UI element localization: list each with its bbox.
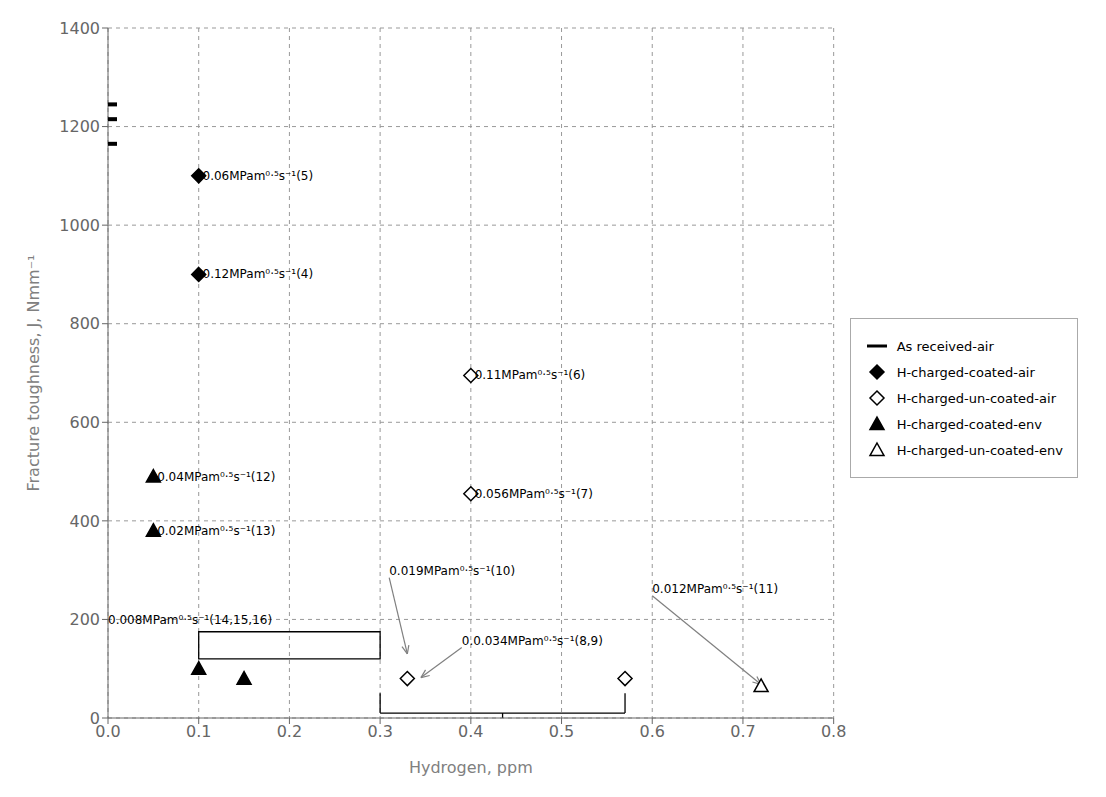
svg-text:0.12MPam⁰·⁵s⁻¹(4): 0.12MPam⁰·⁵s⁻¹(4) (199, 267, 313, 281)
html-text:H-charged-un-coated-env: H-charged-un-coated-env (896, 442, 1063, 458)
svg-text:0: 0 (90, 709, 100, 728)
svg-text:0.4: 0.4 (458, 722, 483, 741)
html-text:H-charged-un-coated-air: H-charged-un-coated-air (896, 390, 1056, 406)
svg-text:0.11MPam⁰·⁵s⁻¹(6): 0.11MPam⁰·⁵s⁻¹(6) (471, 368, 585, 382)
svg-text:0.06MPam⁰·⁵s⁻¹(5): 0.06MPam⁰·⁵s⁻¹(5) (199, 169, 313, 183)
html-text:H-charged-coated-air: H-charged-coated-air (896, 364, 1035, 380)
html-text:As received-air: As received-air (896, 338, 994, 354)
svg-text:0.8: 0.8 (821, 722, 846, 741)
svg-text:200: 200 (69, 610, 100, 629)
svg-text:0.1: 0.1 (186, 722, 211, 741)
svg-text:800: 800 (69, 314, 100, 333)
html-text:H-charged-coated-env: H-charged-coated-env (896, 416, 1042, 432)
svg-text:0.02MPam⁰·⁵s⁻¹(13): 0.02MPam⁰·⁵s⁻¹(13) (153, 524, 275, 538)
svg-text:0.6: 0.6 (640, 722, 665, 741)
svg-text:0.5: 0.5 (549, 722, 574, 741)
svg-text:600: 600 (69, 413, 100, 432)
svg-text:0.04MPam⁰·⁵s⁻¹(12): 0.04MPam⁰·⁵s⁻¹(12) (153, 470, 275, 484)
svg-text:Hydrogen, ppm: Hydrogen, ppm (409, 758, 533, 777)
svg-text:0.2: 0.2 (277, 722, 302, 741)
svg-text:0.0: 0.0 (95, 722, 121, 742)
svg-text:1400: 1400 (59, 19, 100, 38)
svg-text:0.0.034MPam⁰·⁵s⁻¹(8,9): 0.0.034MPam⁰·⁵s⁻¹(8,9) (462, 634, 603, 648)
svg-text:0.012MPam⁰·⁵s⁻¹(11): 0.012MPam⁰·⁵s⁻¹(11) (652, 582, 778, 596)
svg-text:0.7: 0.7 (730, 722, 755, 741)
svg-text:0.008MPam⁰·⁵s⁻¹(14,15,16): 0.008MPam⁰·⁵s⁻¹(14,15,16) (108, 613, 272, 627)
svg-text:400: 400 (69, 512, 100, 531)
svg-text:1200: 1200 (59, 117, 100, 136)
svg-text:0.3: 0.3 (367, 722, 392, 741)
svg-text:1000: 1000 (59, 216, 100, 235)
svg-text:Fracture toughness, J, Nmm⁻¹: Fracture toughness, J, Nmm⁻¹ (24, 254, 43, 491)
svg-text:0.056MPam⁰·⁵s⁻¹(7): 0.056MPam⁰·⁵s⁻¹(7) (471, 487, 593, 501)
svg-text:0.019MPam⁰·⁵s⁻¹(10): 0.019MPam⁰·⁵s⁻¹(10) (389, 564, 515, 578)
